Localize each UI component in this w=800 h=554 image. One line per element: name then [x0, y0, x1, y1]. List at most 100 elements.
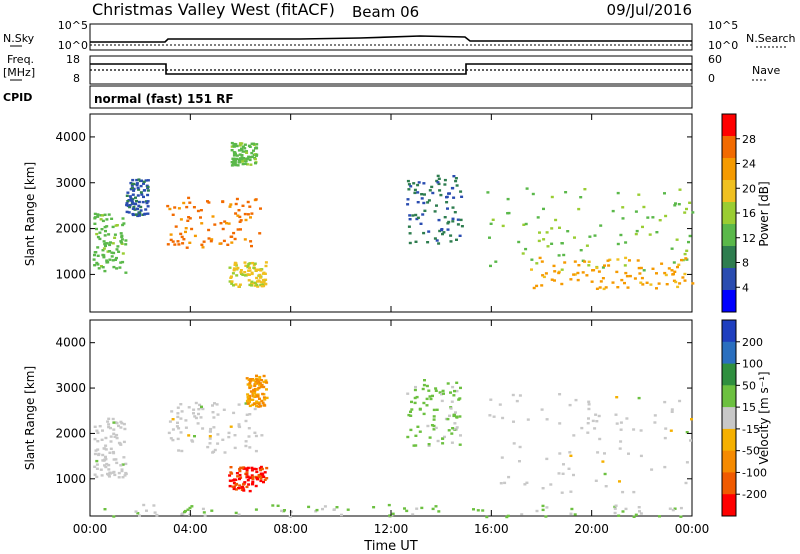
heatmap-cell — [427, 443, 431, 446]
heatmap-cell — [523, 483, 527, 486]
heatmap-cell — [522, 223, 526, 226]
heatmap-cell — [103, 225, 107, 229]
heatmap-cell — [137, 200, 141, 204]
heatmap-cell — [211, 411, 215, 414]
heatmap-cell — [228, 280, 232, 283]
heatmap-cell — [257, 279, 261, 282]
heatmap-cell — [432, 415, 436, 418]
heatmap-cell — [115, 267, 119, 270]
heatmap-cell — [179, 403, 183, 406]
heatmap-cell — [505, 515, 509, 519]
heatmap-cell — [665, 283, 669, 286]
heatmap-cell — [678, 282, 682, 285]
heatmap-cell — [93, 264, 97, 267]
heatmap-cell — [679, 515, 683, 518]
heatmap-cell — [103, 234, 107, 237]
heatmap-cell — [576, 271, 580, 275]
colorbar-segment — [722, 428, 736, 452]
heatmap-cell — [583, 188, 587, 191]
heatmap-cell — [245, 413, 249, 416]
heatmap-cell — [250, 155, 254, 158]
colorbar-segment — [722, 494, 736, 517]
heatmap-cell — [101, 219, 105, 223]
heatmap-cell — [615, 422, 619, 425]
heatmap-cell — [455, 389, 459, 393]
heatmap-cell — [130, 200, 134, 204]
heatmap-cell — [432, 418, 436, 421]
heatmap-cell — [418, 407, 422, 411]
heatmap-cell — [646, 216, 650, 219]
heatmap-cell — [408, 241, 412, 245]
heatmap-cell — [687, 240, 690, 244]
heatmap-cell — [435, 408, 439, 411]
heatmap-cell — [104, 455, 107, 459]
heatmap-cell — [242, 157, 246, 160]
heatmap-cell — [243, 261, 247, 264]
heatmap-cell — [632, 490, 636, 494]
heatmap-cell — [128, 204, 132, 207]
heatmap-cell — [460, 195, 464, 198]
heatmap-cell — [258, 273, 262, 277]
heatmap-cell — [420, 197, 424, 200]
heatmap-cell — [259, 269, 263, 272]
heatmap-cell — [512, 420, 515, 423]
heatmap-cell — [427, 444, 431, 447]
heatmap-cell — [587, 403, 591, 406]
noise-tick-low-right: 10^0 — [708, 39, 738, 52]
heatmap-cell — [254, 281, 257, 284]
heatmap-cell — [634, 210, 638, 213]
heatmap-cell — [95, 429, 99, 432]
heatmap-cell — [142, 195, 145, 199]
heatmap-cell — [96, 213, 100, 216]
heatmap-cell — [573, 513, 577, 516]
heatmap-cell — [184, 227, 188, 230]
heatmap-cell — [655, 231, 659, 234]
heatmap-cell — [256, 285, 260, 288]
heatmap-cell — [323, 505, 327, 508]
heatmap-cell — [554, 218, 558, 222]
heatmap-cell — [105, 242, 109, 245]
heatmap-cell — [185, 205, 189, 209]
heatmap-cell — [265, 396, 269, 400]
heatmap-cell — [601, 266, 605, 269]
colorbar-tick-label: -50 — [742, 445, 760, 458]
heatmap-cell — [407, 413, 411, 417]
heatmap-cell — [240, 486, 244, 489]
heatmap-cell — [249, 216, 252, 219]
heatmap-cell — [485, 515, 489, 519]
power-heatmap — [92, 141, 695, 291]
colorbar-segment — [722, 385, 736, 408]
heatmap-cell — [137, 178, 141, 181]
heatmap-cell — [124, 243, 128, 246]
heatmap-cell — [258, 405, 262, 408]
heatmap-cell — [132, 189, 136, 192]
heatmap-cell — [560, 282, 564, 286]
heatmap-cell — [153, 511, 157, 514]
heatmap-cell — [619, 440, 623, 443]
heatmap-cell — [515, 399, 519, 403]
heatmap-cell — [262, 271, 266, 274]
heatmap-cell — [562, 253, 566, 257]
heatmap-cell — [619, 428, 623, 431]
heatmap-cell — [541, 274, 545, 277]
heatmap-cell — [587, 400, 591, 403]
heatmap-cell — [618, 480, 621, 483]
heatmap-cell — [455, 415, 459, 418]
heatmap-cell — [459, 190, 463, 193]
heatmap-cell — [437, 510, 441, 513]
colorbar-tick-label: 100 — [742, 358, 763, 371]
heatmap-cell — [488, 236, 491, 239]
heatmap-cell — [248, 205, 252, 208]
heatmap-cell — [176, 412, 180, 415]
heatmap-cell — [431, 191, 435, 195]
heatmap-cell — [607, 264, 611, 267]
heatmap-cell — [192, 206, 196, 209]
heatmap-cell — [107, 463, 111, 467]
heatmap-cell — [663, 192, 666, 195]
heatmap-cell — [667, 267, 671, 270]
heatmap-cell — [234, 488, 238, 491]
heatmap-cell — [237, 161, 241, 164]
heatmap-cell — [409, 414, 413, 417]
heatmap-cell — [639, 281, 643, 284]
